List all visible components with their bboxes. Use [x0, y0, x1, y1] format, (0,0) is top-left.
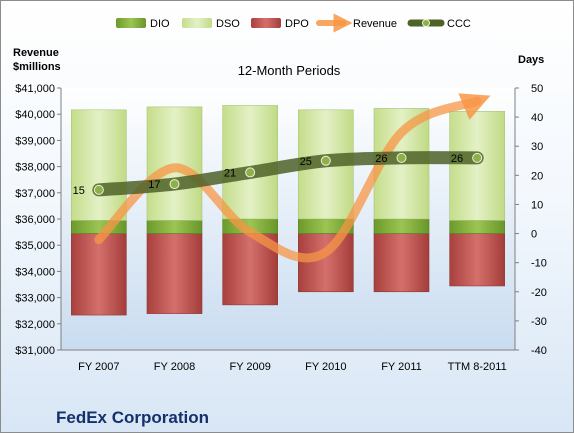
legend: DIO DSO DPO Revenue CCC: [116, 13, 471, 33]
right-tick-label: 50: [531, 83, 543, 95]
left-tick-label: $32,000: [15, 319, 55, 331]
ccc-data-label: 17: [148, 179, 160, 191]
bar-dpo: [373, 233, 430, 293]
left-tick-label: $41,000: [15, 83, 55, 95]
plot-area: [61, 88, 515, 350]
x-tick-label: FY 2007: [78, 361, 119, 373]
right-tick-label: 40: [531, 112, 543, 124]
ccc-point: [93, 184, 104, 195]
left-tick-label: $35,000: [15, 240, 55, 252]
legend-label-revenue: Revenue: [353, 18, 397, 30]
right-tick-label: -10: [531, 258, 547, 270]
left-tick-label: $38,000: [15, 162, 55, 174]
legend-swatch-dso: [182, 18, 212, 28]
data-labels: 15 17 21 25 26 26: [73, 153, 464, 197]
bar-dio: [373, 218, 430, 234]
line-series: [92, 93, 491, 263]
company-name: FedEx Corporation: [56, 408, 209, 427]
ccc-point: [169, 179, 180, 190]
right-tick-label: -40: [531, 345, 547, 357]
legend-label-dio: DIO: [150, 18, 170, 30]
legend-label-ccc: CCC: [447, 18, 471, 30]
left-tick-label: $36,000: [15, 214, 55, 226]
legend-item-dso: DSO: [182, 18, 240, 30]
bar-dio: [146, 220, 203, 234]
bar-dso: [71, 109, 127, 221]
bar-dpo: [298, 233, 354, 293]
bar-dio: [449, 220, 505, 234]
bar-dpo: [449, 233, 505, 287]
ccc-point: [396, 152, 407, 163]
left-tick-label: $34,000: [15, 266, 55, 278]
ccc-point: [472, 152, 483, 163]
bar-dso: [222, 105, 278, 220]
ccc-point: [245, 167, 256, 178]
right-tick-label: 30: [531, 141, 543, 153]
x-tick-label: FY 2011: [381, 361, 422, 373]
ccc-line: [92, 151, 484, 197]
right-tick-label: -20: [531, 287, 547, 299]
legend-item-revenue: Revenue: [316, 13, 397, 33]
left-tick-label: $33,000: [15, 293, 55, 305]
x-tick-label: FY 2010: [305, 361, 346, 373]
left-tick-label: $37,000: [15, 188, 55, 200]
revenue-line: [94, 93, 491, 263]
left-axis-title-line1: Revenue: [13, 47, 59, 59]
bar-dpo: [146, 233, 203, 314]
legend-label-dpo: DPO: [285, 18, 309, 30]
legend-label-dso: DSO: [216, 18, 240, 30]
bar-dso: [449, 110, 505, 221]
legend-item-dio: DIO: [116, 18, 170, 30]
legend-item-ccc: CCC: [407, 18, 471, 30]
x-tick-label: FY 2009: [229, 361, 270, 373]
ccc-point: [320, 155, 331, 166]
x-tick-label: TTM 8-2011: [448, 361, 507, 373]
right-tick-label: -30: [531, 316, 547, 328]
chart-title: 12-Month Periods: [238, 63, 341, 78]
right-axis-title: Days: [518, 54, 544, 66]
ccc-data-label: 21: [224, 167, 236, 179]
x-tick-label: FY 2008: [154, 361, 195, 373]
left-tick-label: $31,000: [15, 345, 55, 357]
right-tick-label: 0: [531, 229, 537, 241]
ccc-data-label: 26: [451, 153, 463, 165]
legend-swatch-dpo: [251, 18, 281, 28]
legend-item-dpo: DPO: [251, 18, 309, 30]
left-tick-label: $39,000: [15, 135, 55, 147]
bar-dpo: [71, 233, 127, 316]
legend-marker-ccc: [422, 19, 430, 27]
ccc-data-label: 25: [300, 156, 312, 168]
right-tick-label: 10: [531, 199, 543, 211]
left-axis-title-line2: $millions: [13, 61, 61, 73]
legend-swatch-dio: [116, 18, 146, 28]
right-tick-label: 20: [531, 170, 543, 182]
axes: FY 2007 FY 2008 FY 2009 FY 2010 FY 2011 TTM 8…: [15, 83, 547, 373]
ccc-data-label: 15: [73, 185, 85, 197]
left-tick-label: $40,000: [15, 109, 55, 121]
ccc-data-label: 26: [375, 153, 387, 165]
